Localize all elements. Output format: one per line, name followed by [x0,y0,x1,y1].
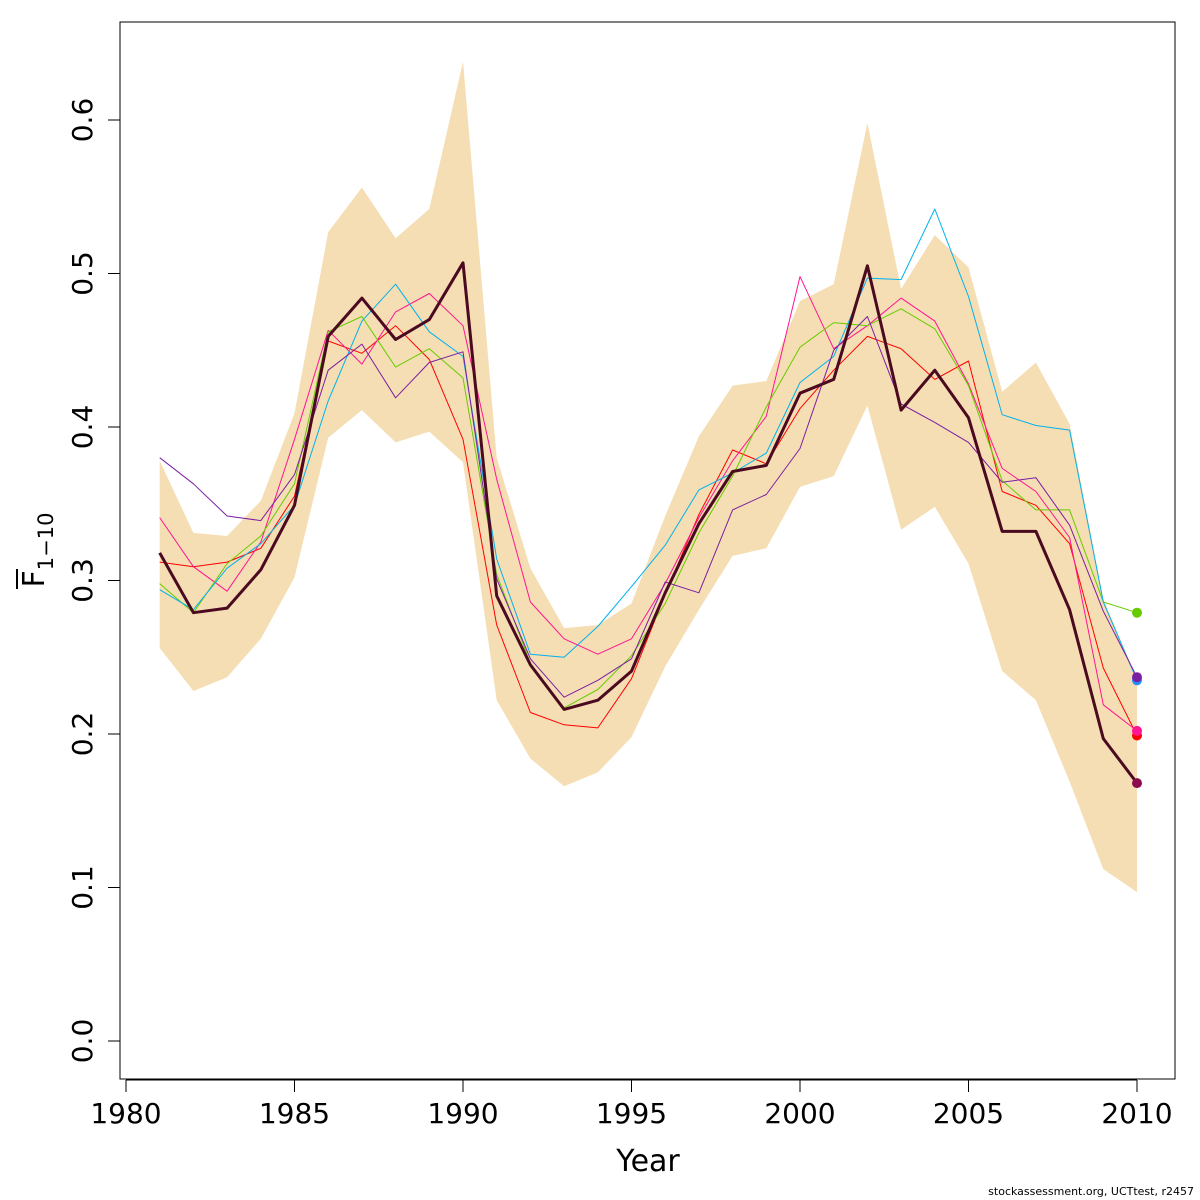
x-axis: 1980 1985 1990 1995 2000 2005 2010 [90,1079,1173,1130]
series-line-3 [159,276,1138,732]
x-tick-label: 1990 [427,1097,498,1130]
series-line-5 [159,208,1138,681]
y-axis: 0.0 0.1 0.2 0.3 0.4 0.5 0.6 [66,98,121,1064]
y-axis-title-main: F [17,570,52,587]
x-tick-label: 1995 [596,1097,667,1130]
series-line-6 [159,316,1138,698]
y-tick-label: 0.3 [66,558,99,603]
y-axis-title: F1−10 [16,513,58,589]
x-tick-label: 2000 [764,1097,835,1130]
y-tick-label: 0.6 [66,98,99,143]
end-point-marker-4 [1132,607,1142,618]
end-point-marker-1 [1132,778,1142,789]
y-tick-label: 0.5 [66,251,99,296]
y-tick-label: 0.0 [66,1019,99,1064]
end-marker-layer [1132,607,1142,789]
confidence-band-layer [159,61,1137,893]
y-tick-label: 0.1 [66,865,99,910]
x-tick-label: 1980 [90,1097,161,1130]
x-tick-label: 1985 [259,1097,330,1130]
svg-text:F1−10: F1−10 [17,513,58,588]
end-point-marker-3 [1132,725,1142,736]
x-tick-label: 2010 [1101,1097,1172,1130]
footer-credit: stockassessment.org, UCTtest, r2457 [988,1185,1194,1198]
x-axis-title: Year [615,1144,680,1179]
y-tick-label: 0.4 [66,405,99,450]
y-tick-label: 0.2 [66,712,99,757]
series-layer [158,208,1139,785]
series-line-1 [158,261,1139,785]
end-point-marker-6 [1132,672,1142,683]
x-tick-label: 2005 [933,1097,1004,1130]
y-axis-title-sub: 1−10 [34,513,58,571]
confidence-band [159,61,1137,893]
